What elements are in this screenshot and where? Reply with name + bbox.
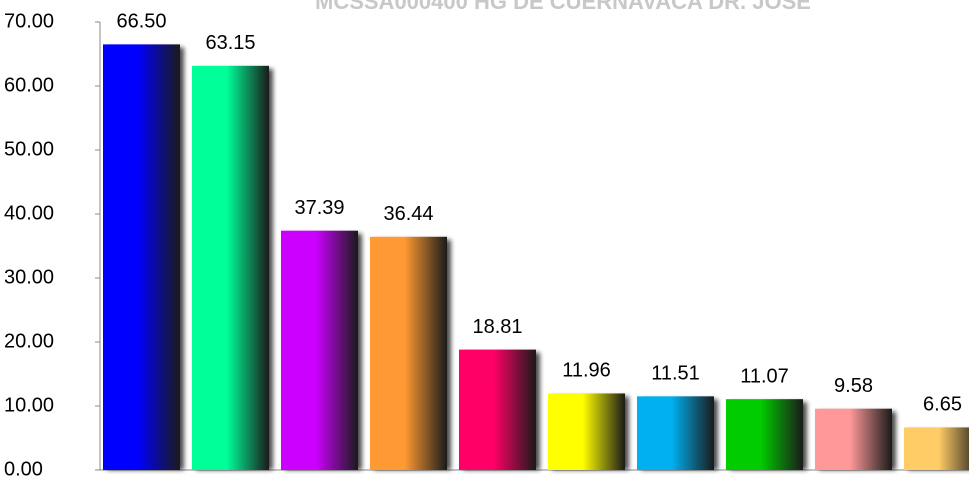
data-label: 6.65: [923, 394, 962, 416]
bar: [192, 65, 269, 470]
bar: [548, 393, 625, 470]
bar: [726, 399, 803, 470]
data-label: 36.44: [383, 203, 433, 225]
y-tick-label: 0.00: [4, 458, 43, 480]
data-label: 66.50: [116, 11, 166, 33]
y-tick-label: 50.00: [4, 138, 54, 160]
chart-title: MCSSA000400 HG DE CUERNAVACA DR. JOSE: [315, 0, 811, 14]
y-tick-label: 40.00: [4, 202, 54, 224]
y-tick-label: 20.00: [4, 330, 54, 352]
data-label: 37.39: [294, 197, 344, 219]
bar: [281, 230, 358, 470]
data-label: 63.15: [205, 32, 255, 54]
data-label: 9.58: [834, 375, 873, 397]
data-label: 18.81: [472, 316, 522, 338]
bar: [637, 396, 714, 470]
data-label: 11.96: [562, 360, 611, 382]
bar: [370, 236, 447, 470]
bar: [459, 349, 536, 470]
y-tick-label: 70.00: [4, 10, 54, 32]
bar: [815, 408, 892, 470]
data-label: 11.51: [651, 363, 700, 385]
y-tick-label: 10.00: [4, 394, 54, 416]
y-tick-label: 60.00: [4, 74, 54, 96]
data-label: 11.07: [740, 365, 789, 387]
bar: [904, 427, 969, 470]
bar: [103, 44, 180, 471]
y-tick-label: 30.00: [4, 266, 54, 288]
